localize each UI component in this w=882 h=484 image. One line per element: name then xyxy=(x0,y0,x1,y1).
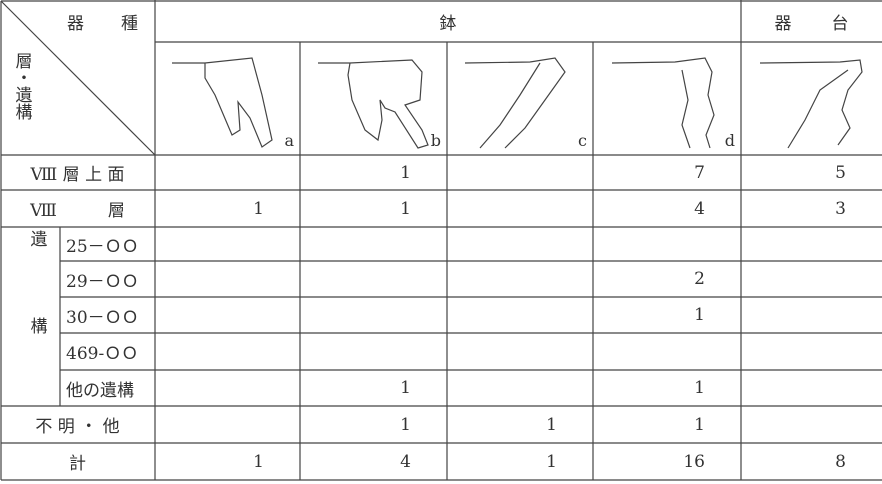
row-label: Ⅷ 層 xyxy=(30,201,125,221)
row-label: 25－ＯＯ xyxy=(66,236,139,257)
sub-label: d xyxy=(724,130,735,150)
value: 4 xyxy=(400,451,411,472)
value: 5 xyxy=(835,162,846,183)
sub-label: a xyxy=(284,130,294,150)
value: 1 xyxy=(400,414,411,435)
row-label: Ⅷ 層 上 面 xyxy=(30,165,125,185)
value: 8 xyxy=(835,451,846,472)
value: 1 xyxy=(400,198,411,219)
row-label: 29－ＯＯ xyxy=(66,271,139,292)
value: 1 xyxy=(694,414,705,435)
row-label: 計 xyxy=(69,454,86,474)
value: 1 xyxy=(694,305,705,325)
sub-label: b xyxy=(430,130,441,150)
value: 1 xyxy=(546,414,557,435)
value: 4 xyxy=(694,198,705,219)
sherd-drawings xyxy=(172,57,863,149)
row-label: 469-ＯＯ xyxy=(66,344,139,364)
value: 1 xyxy=(546,451,557,472)
row-label: 他の遺構 xyxy=(66,380,134,401)
group-label: 鉢 xyxy=(439,13,457,34)
group-row-label: 遺構 xyxy=(26,229,47,404)
corner-top: 器 種 xyxy=(67,13,148,34)
value: 2 xyxy=(694,269,705,289)
value: 16 xyxy=(683,451,705,472)
row-label: 不 明 ・ 他 xyxy=(35,417,120,437)
row-label: 30－ＯＯ xyxy=(66,307,139,328)
group-label: 器台 xyxy=(774,13,882,34)
value: 1 xyxy=(253,451,264,472)
value: 1 xyxy=(400,378,411,398)
value: 7 xyxy=(694,162,705,183)
corner-left: 層・遺構 xyxy=(11,52,32,120)
sub-label: c xyxy=(578,130,587,150)
value: 1 xyxy=(253,198,264,219)
value: 1 xyxy=(400,162,411,183)
value: 3 xyxy=(835,198,846,219)
value: 1 xyxy=(694,378,705,398)
